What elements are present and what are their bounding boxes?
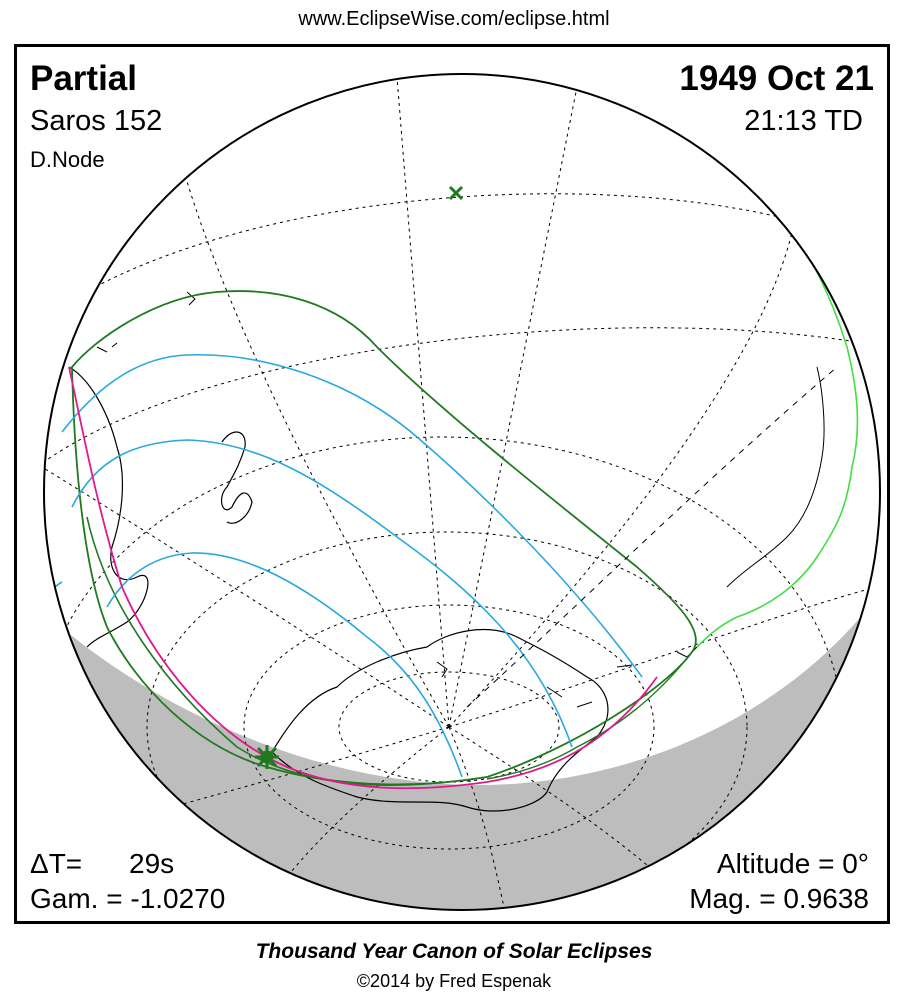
andes-detail — [726, 366, 825, 588]
south-america-coastline — [696, 206, 859, 648]
ross-ice-detail — [436, 661, 448, 678]
magnitude-value: Mag. = 0.9638 — [689, 883, 869, 914]
limit-tail-curve — [486, 651, 693, 780]
globe-disc — [44, 74, 880, 910]
copyright-notice: ©2014 by Fred Espenak — [356, 971, 552, 991]
eclipse-time: 21:13 TD — [744, 105, 863, 137]
southern-islands — [546, 646, 698, 708]
eclipse-map-frame: Partial 1949 Oct 21 Saros 152 21:13 TD D… — [14, 44, 890, 924]
eclipse-date: 1949 Oct 21 — [679, 59, 874, 98]
new-zealand-coastline — [220, 431, 253, 524]
antarctica-coastline — [271, 629, 609, 812]
outer-limit-curve — [86, 516, 488, 786]
magnitude-curves — [44, 353, 643, 778]
gamma-value: Gam. = -1.0270 — [30, 883, 226, 914]
delta-t-label: ΔT= — [30, 848, 83, 879]
terminator-line — [466, 366, 838, 708]
saros-number: Saros 152 — [30, 105, 163, 137]
globe-outline — [43, 73, 881, 911]
pacific-islands — [96, 291, 196, 353]
globe-map — [43, 73, 881, 911]
eclipse-type: Partial — [30, 59, 137, 98]
rise-set-curve — [68, 366, 658, 790]
delta-t-value: 29s — [129, 848, 175, 879]
node-label: D.Node — [30, 147, 105, 172]
x-cross-icon — [448, 185, 464, 201]
altitude-value: Altitude = 0° — [716, 848, 869, 879]
source-url: www.EclipseWise.com/eclipse.html — [298, 8, 610, 30]
canon-title: Thousand Year Canon of Solar Eclipses — [255, 940, 653, 963]
star-burst-icon — [255, 745, 279, 769]
australia-coastline — [68, 366, 149, 648]
